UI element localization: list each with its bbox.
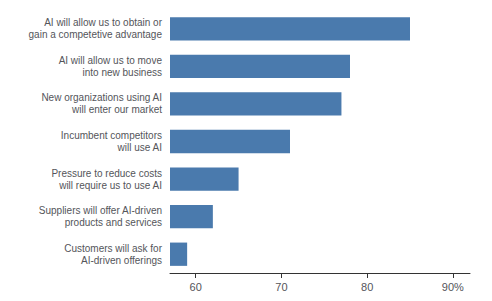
svg-text:will enter our market: will enter our market — [71, 104, 162, 115]
svg-text:AI-driven offerings: AI-driven offerings — [81, 255, 162, 266]
svg-text:gain a competetive advantage: gain a competetive advantage — [29, 29, 163, 40]
svg-text:70: 70 — [275, 281, 287, 293]
svg-text:AI will allow us to move: AI will allow us to move — [59, 55, 163, 66]
svg-text:80: 80 — [361, 281, 373, 293]
svg-text:into new business: into new business — [83, 67, 163, 78]
svg-text:Incumbent competitors: Incumbent competitors — [61, 130, 162, 141]
svg-text:AI will allow us to obtain or: AI will allow us to obtain or — [44, 17, 163, 28]
svg-text:Customers will ask for: Customers will ask for — [64, 243, 162, 254]
svg-text:will use AI: will use AI — [117, 142, 162, 153]
svg-text:90%: 90% — [442, 281, 464, 293]
svg-text:will require us to use AI: will require us to use AI — [58, 180, 162, 191]
svg-text:Suppliers will offer AI-driven: Suppliers will offer AI-driven — [39, 205, 162, 216]
svg-text:Pressure to reduce costs: Pressure to reduce costs — [51, 168, 162, 179]
svg-text:60: 60 — [190, 281, 202, 293]
svg-text:New organizations using AI: New organizations using AI — [41, 92, 162, 103]
svg-text:products and services: products and services — [65, 217, 162, 228]
